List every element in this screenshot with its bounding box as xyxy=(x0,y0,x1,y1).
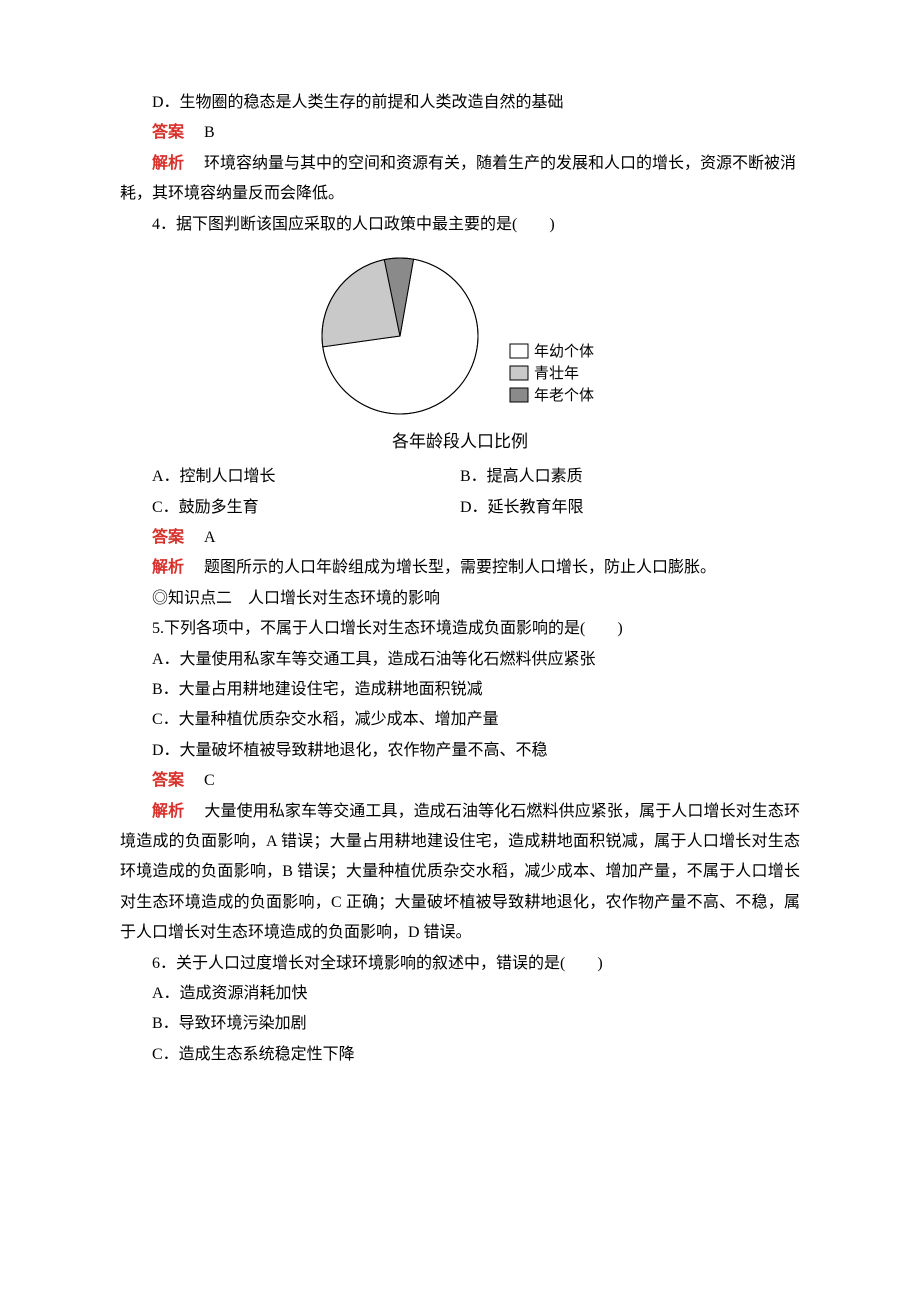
q3-analysis-label: 解析 xyxy=(152,155,184,172)
q5-answer-label: 答案 xyxy=(152,772,184,789)
q6-option-c: C．造成生态系统稳定性下降 xyxy=(120,1040,800,1070)
pie-chart-svg: 年幼个体青壮年年老个体 xyxy=(290,248,630,424)
q5-option-b: B．大量占用耕地建设住宅，造成耕地面积锐减 xyxy=(120,675,800,705)
q5-option-a: A．大量使用私家车等交通工具，造成石油等化石燃料供应紧张 xyxy=(120,645,800,675)
q3-analysis-text: 环境容纳量与其中的空间和资源有关，随着生产的发展和人口的增长，资源不断被消耗，其… xyxy=(120,155,796,202)
section2-heading: ◎知识点二 人口增长对生态环境的影响 xyxy=(120,584,800,614)
q5-stem: 5.下列各项中，不属于人口增长对生态环境造成负面影响的是( ) xyxy=(120,614,800,644)
q5-option-c: C．大量种植优质杂交水稻，减少成本、增加产量 xyxy=(120,705,800,735)
q4-analysis-text: 题图所示的人口年龄组成为增长型，需要控制人口增长，防止人口膨胀。 xyxy=(204,559,716,576)
q5-answer-line: 答案 C xyxy=(120,766,800,796)
q4-option-d: D．延长教育年限 xyxy=(460,493,800,523)
q4-chart: 年幼个体青壮年年老个体 各年龄段人口比例 xyxy=(290,248,630,458)
q3-answer-value-text: B xyxy=(204,124,215,141)
q4-analysis-label: 解析 xyxy=(152,559,184,576)
svg-text:年老个体: 年老个体 xyxy=(534,387,594,404)
q4-answer-line: 答案 A xyxy=(120,523,800,553)
q5-analysis-text: 大量使用私家车等交通工具，造成石油等化石燃料供应紧张，属于人口增长对生态环境造成… xyxy=(120,803,800,942)
q5-analysis: 解析 大量使用私家车等交通工具，造成石油等化石燃料供应紧张，属于人口增长对生态环… xyxy=(120,797,800,949)
q4-answer-label: 答案 xyxy=(152,529,184,546)
svg-text:年幼个体: 年幼个体 xyxy=(534,343,594,360)
q3-analysis-sep xyxy=(188,155,204,172)
q6-stem: 6．关于人口过度增长对全球环境影响的叙述中，错误的是( ) xyxy=(120,949,800,979)
q4-answer-value: A xyxy=(204,529,216,546)
q4-option-b: B．提高人口素质 xyxy=(460,462,800,492)
q3-option-d: D．生物圈的稳态是人类生存的前提和人类改造自然的基础 xyxy=(120,88,800,118)
q5-option-d: D．大量破坏植被导致耕地退化，农作物产量不高、不稳 xyxy=(120,736,800,766)
q5-answer-value: C xyxy=(204,772,215,789)
q4-options-row2: C．鼓励多生育 D．延长教育年限 xyxy=(120,493,800,523)
q4-analysis: 解析 题图所示的人口年龄组成为增长型，需要控制人口增长，防止人口膨胀。 xyxy=(120,553,800,583)
svg-text:青壮年: 青壮年 xyxy=(534,365,579,382)
q4-stem: 4．据下图判断该国应采取的人口政策中最主要的是( ) xyxy=(120,210,800,240)
q3-answer-value xyxy=(188,124,204,141)
q3-answer-label: 答案 xyxy=(152,124,184,141)
q3-analysis: 解析 环境容纳量与其中的空间和资源有关，随着生产的发展和人口的增长，资源不断被消… xyxy=(120,149,800,210)
chart-caption: 各年龄段人口比例 xyxy=(290,426,630,458)
q5-analysis-label: 解析 xyxy=(152,803,184,820)
q6-option-b: B．导致环境污染加剧 xyxy=(120,1009,800,1039)
q4-option-c: C．鼓励多生育 xyxy=(120,493,460,523)
q6-option-a: A．造成资源消耗加快 xyxy=(120,979,800,1009)
q4-option-a: A．控制人口增长 xyxy=(120,462,460,492)
q3-answer-line: 答案 B xyxy=(120,118,800,148)
q4-options-row1: A．控制人口增长 B．提高人口素质 xyxy=(120,462,800,492)
